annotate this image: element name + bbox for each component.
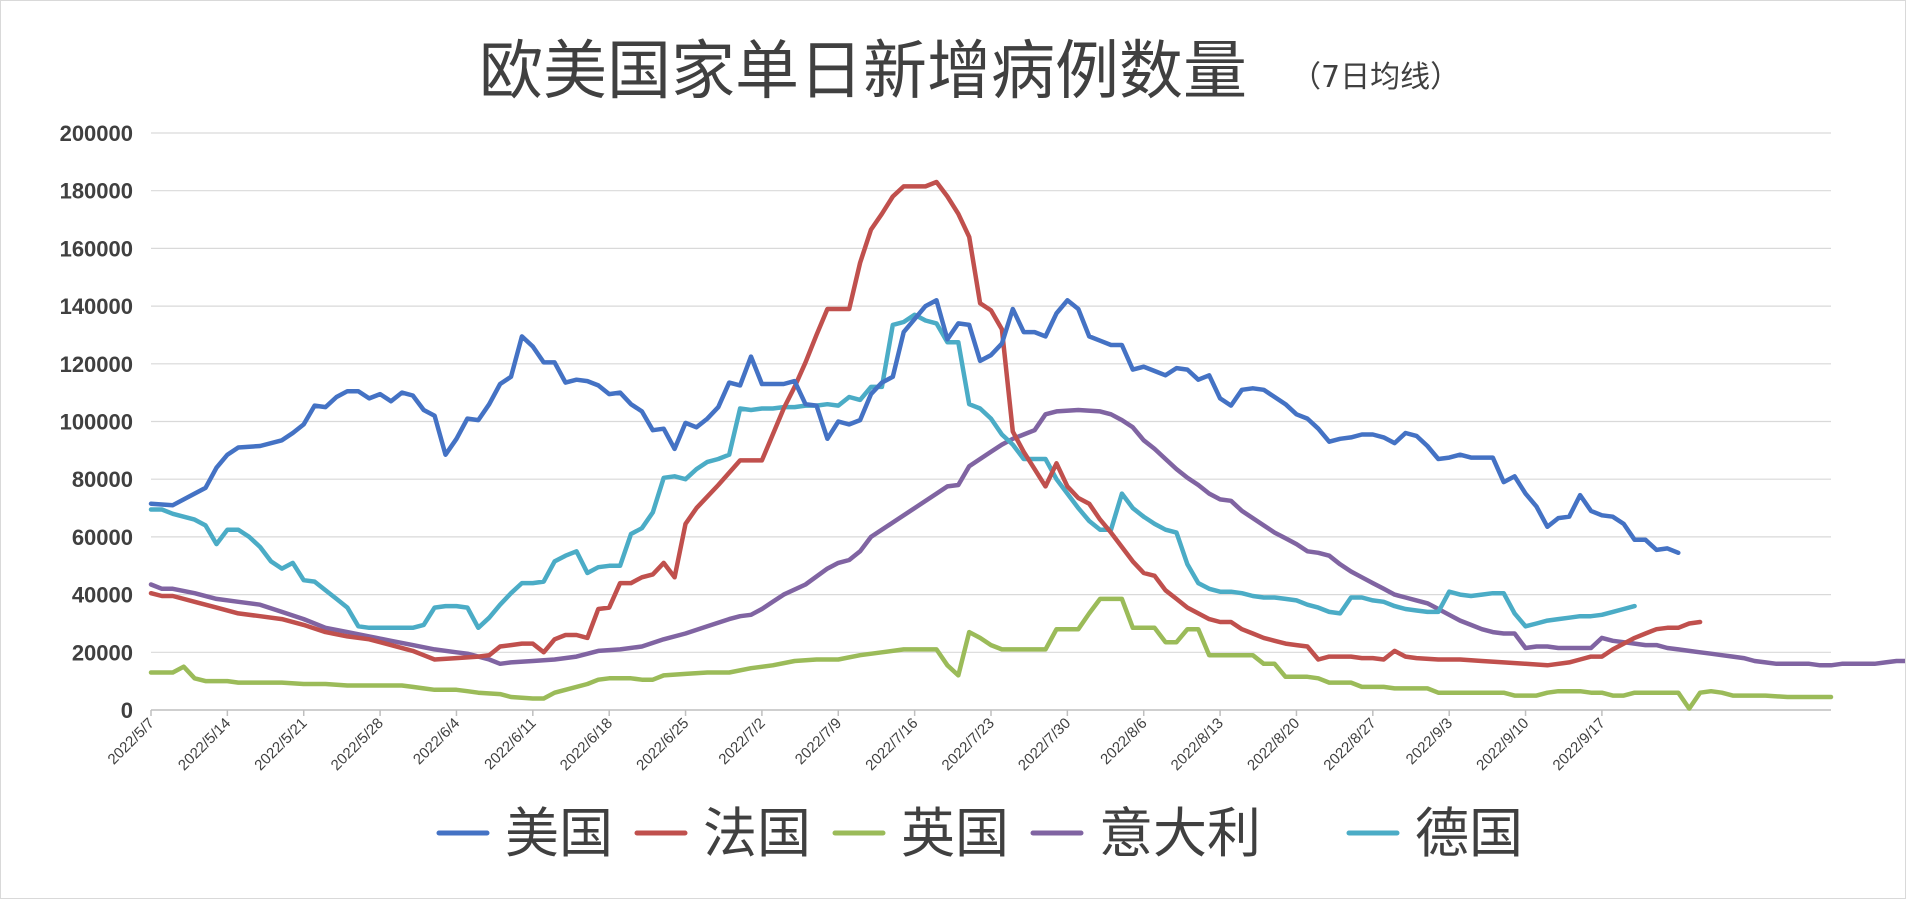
- y-tick-label: 60000: [72, 525, 133, 550]
- x-tick-label: 2022/5/28: [328, 715, 387, 774]
- chart-title-group: 欧美国家单日新增病例数量 （7日均线）: [479, 35, 1460, 109]
- x-tick-label: 2022/6/18: [557, 715, 616, 774]
- x-tick-label: 2022/8/20: [1244, 715, 1303, 774]
- legend-item: 英国: [832, 802, 1009, 865]
- y-tick-label: 200000: [60, 121, 133, 146]
- chart-subtitle: （7日均线）: [1291, 60, 1460, 95]
- legend-item: 意大利: [1030, 802, 1261, 865]
- x-tick-label: 2022/6/11: [481, 715, 539, 773]
- y-axis-ticks: 2000001800001600001400001200001000008000…: [60, 121, 133, 723]
- legend-item: 法国: [634, 802, 811, 865]
- series-lines: [148, 179, 1905, 711]
- legend-item: 德国: [1346, 802, 1523, 865]
- legend-label: 英国: [901, 802, 1009, 865]
- x-tick-label: 2022/9/10: [1473, 715, 1532, 774]
- y-tick-label: 180000: [60, 179, 133, 204]
- series-line-2: [148, 596, 1834, 711]
- y-tick-label: 140000: [60, 294, 133, 319]
- x-axis-ticks: 2022/5/7 2022/5/14 2022/5/21 2022/5/28 2022/…: [105, 710, 1609, 774]
- x-tick-label: 2022/9/17: [1550, 715, 1609, 774]
- x-tick-label: 2022/8/6: [1097, 715, 1150, 768]
- x-tick-label: 2022/7/23: [939, 715, 998, 774]
- legend-label: 美国: [505, 802, 613, 865]
- y-tick-label: 100000: [60, 410, 133, 435]
- y-tick-label: 80000: [72, 467, 133, 492]
- x-tick-label: 2022/5/14: [175, 715, 234, 774]
- x-tick-label: 2022/6/4: [410, 715, 463, 768]
- y-tick-label: 120000: [60, 352, 133, 377]
- series-line-0: [148, 298, 1681, 556]
- series-line-4: [148, 312, 1637, 631]
- x-tick-label: 2022/7/2: [715, 715, 768, 768]
- x-tick-label: 2022/7/16: [862, 715, 921, 774]
- y-tick-label: 20000: [72, 640, 133, 665]
- x-tick-label: 2022/8/13: [1168, 715, 1227, 774]
- series-line-1: [148, 179, 1703, 668]
- legend-item: 美国: [436, 802, 613, 865]
- x-tick-label: 2022/7/30: [1015, 715, 1074, 774]
- y-tick-label: 160000: [60, 236, 133, 261]
- legend-label: 意大利: [1099, 802, 1261, 865]
- x-tick-label: 2022/5/21: [251, 715, 310, 774]
- y-tick-label: 40000: [72, 583, 133, 608]
- legend-label: 德国: [1415, 802, 1523, 865]
- y-tick-label: 0: [121, 698, 133, 723]
- chart-title: 欧美国家单日新增病例数量: [479, 35, 1247, 109]
- x-tick-label: 2022/7/9: [792, 715, 845, 768]
- x-tick-label: 2022/9/3: [1403, 715, 1456, 768]
- legend: 美国 法国 英国 意大利 德国: [436, 802, 1523, 865]
- legend-label: 法国: [703, 802, 811, 865]
- x-tick-label: 2022/6/25: [633, 715, 692, 774]
- series-line-3: [148, 407, 1905, 668]
- x-tick-label: 2022/8/27: [1320, 715, 1379, 774]
